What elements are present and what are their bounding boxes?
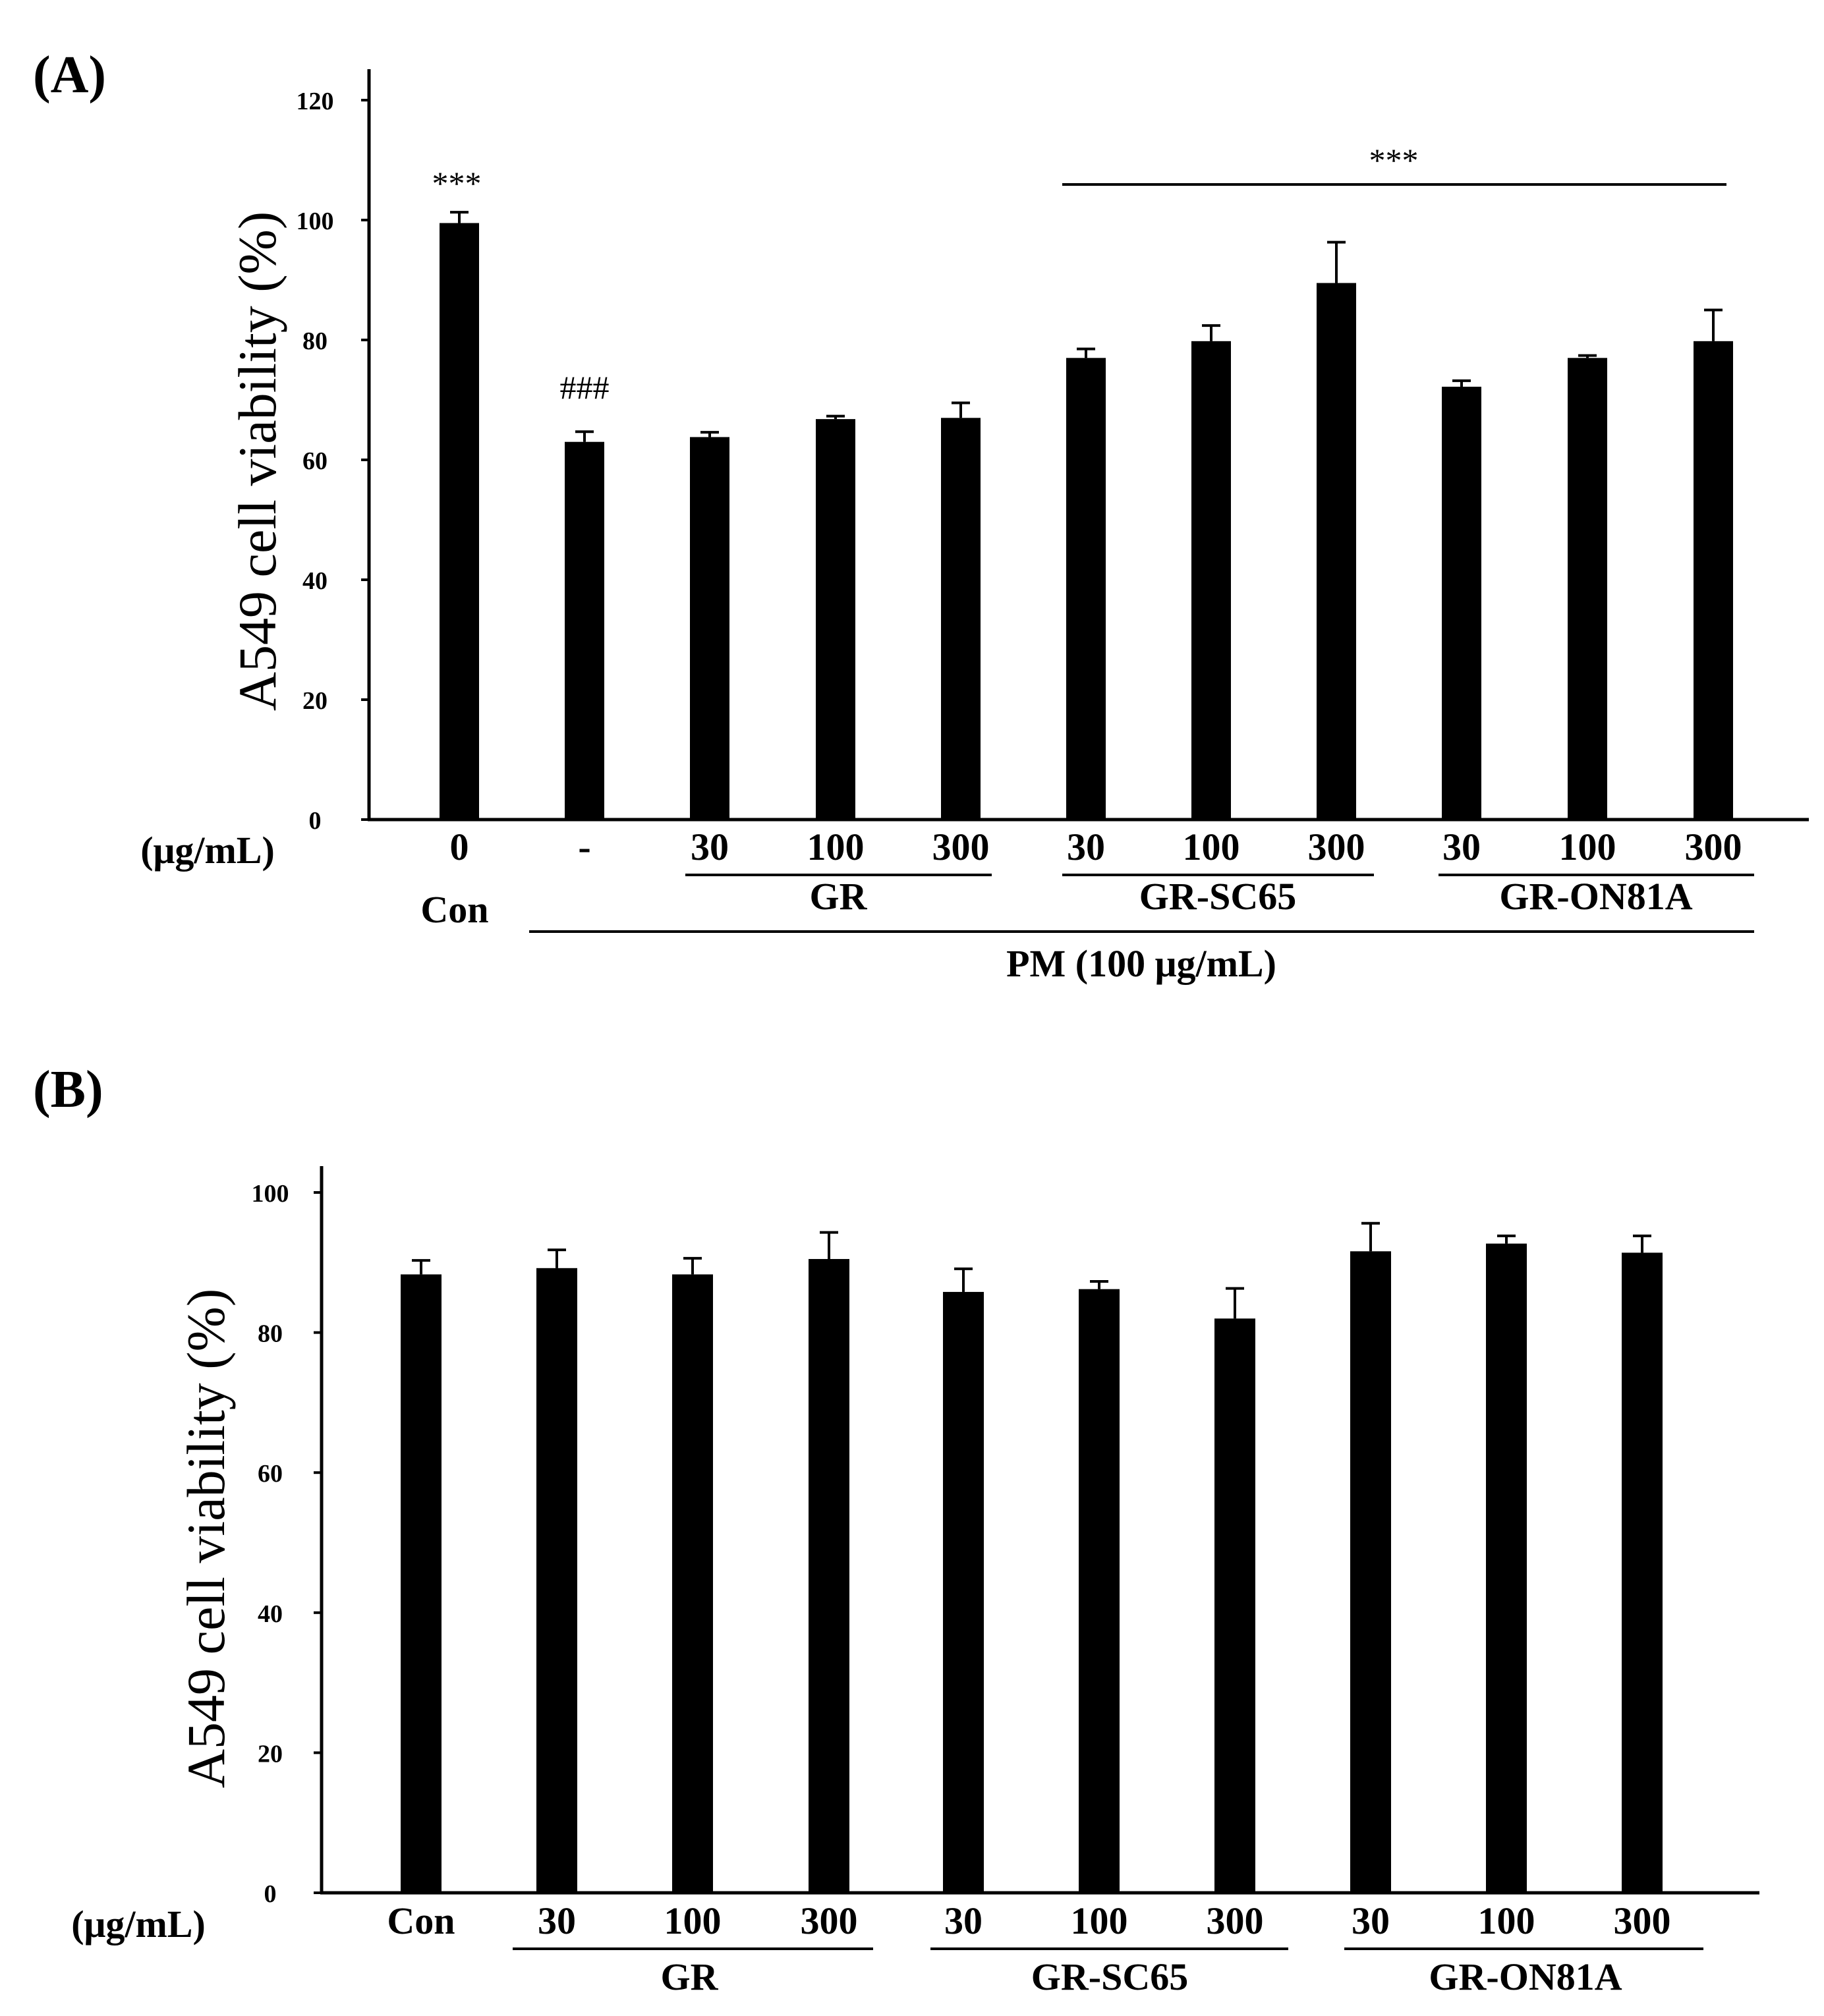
b-x-tick-label: 30 <box>1352 1899 1390 1942</box>
a-y-tick-label: 0 <box>309 807 322 835</box>
panel-b-y-axis-label: A549 cell viability (%) <box>176 1289 236 1788</box>
b-x-tick-label: 300 <box>801 1899 858 1942</box>
a-bar <box>1694 341 1733 820</box>
panel-b-error-bars <box>412 1221 1651 1319</box>
a-bar <box>565 441 604 820</box>
a-bar <box>1442 386 1481 820</box>
panel-a-error-bars <box>450 211 1723 442</box>
b-bar <box>1214 1318 1255 1893</box>
panel-a-group-label-gr-sc65: GR-SC65 <box>1139 875 1296 918</box>
a-bar <box>816 419 855 820</box>
panel-a-y-ticks: 0 20 40 60 80 100 120 <box>297 88 369 835</box>
panel-b-unit-label: (μg/mL) <box>71 1903 206 1946</box>
a-bar <box>1066 358 1106 820</box>
panel-a-label: (A) <box>33 46 106 104</box>
a-y-tick-label: 80 <box>302 327 328 355</box>
a-x-tick-label: 100 <box>1183 826 1240 868</box>
a-x-tick-label: 0 <box>450 826 469 868</box>
b-bar <box>1350 1251 1391 1893</box>
a-x-tick-label: - <box>578 826 590 868</box>
panel-a-group-significance: *** <box>1369 142 1419 179</box>
a-x-tick-label: 100 <box>807 826 865 868</box>
b-x-tick-label: 100 <box>1071 1899 1128 1942</box>
b-x-tick-label: 30 <box>944 1899 983 1942</box>
a-bar <box>941 418 981 820</box>
b-bar <box>943 1291 984 1893</box>
b-x-tick-label: 30 <box>538 1899 576 1942</box>
a-x-tick-label: 30 <box>1067 826 1105 868</box>
b-y-tick-label: 100 <box>252 1180 289 1208</box>
panel-b-x-tick-labels: Con 30 100 300 30 100 300 30 100 300 <box>387 1899 1670 1942</box>
panel-a-group-label-gr: GR <box>810 875 868 918</box>
panel-a-x-tick-labels: 0 - 30 100 300 30 100 300 30 100 300 <box>450 826 1742 868</box>
a-y-tick-label: 20 <box>302 687 328 715</box>
panel-a-bars <box>440 223 1733 820</box>
b-x-tick-label: 100 <box>664 1899 722 1942</box>
b-bar <box>809 1258 849 1893</box>
b-bar <box>536 1268 577 1893</box>
b-y-tick-label: 20 <box>258 1740 283 1768</box>
b-x-tick-label: Con <box>387 1899 455 1942</box>
a-x-tick-label: 100 <box>1559 826 1616 868</box>
b-x-tick-label: 100 <box>1478 1899 1535 1942</box>
b-y-tick-label: 60 <box>258 1460 283 1488</box>
b-bar <box>1622 1252 1663 1893</box>
panel-b: (B) A549 cell viability (%) 0 20 40 60 80 100… <box>33 1061 1759 1998</box>
a-y-tick-label: 40 <box>302 567 328 595</box>
b-bar <box>1079 1289 1120 1893</box>
panel-a-group-label-con: Con <box>420 888 488 931</box>
panel-a-con-significance: *** <box>432 165 482 202</box>
panel-a-unit-label: (μg/mL) <box>140 829 275 872</box>
panel-a-group-label-gr-on81a: GR-ON81A <box>1499 875 1692 918</box>
a-y-tick-label: 60 <box>302 447 328 475</box>
panel-a-y-axis-label: A549 cell viability (%) <box>227 211 287 711</box>
panel-b-bars <box>401 1243 1663 1893</box>
a-bar <box>1191 341 1231 820</box>
panel-a: (A) A549 cell viability (%) 0 20 40 60 80 100… <box>33 46 1809 985</box>
b-bar <box>401 1274 442 1893</box>
panel-b-group-label-gr: GR <box>661 1955 719 1998</box>
b-x-tick-label: 300 <box>1614 1899 1671 1942</box>
panel-b-group-label-gr-sc65: GR-SC65 <box>1031 1955 1188 1998</box>
b-x-tick-label: 300 <box>1207 1899 1264 1942</box>
b-bar <box>672 1274 713 1893</box>
a-bar <box>690 437 729 820</box>
a-x-tick-label: 300 <box>932 826 990 868</box>
b-y-tick-label: 40 <box>258 1600 283 1628</box>
a-x-tick-label: 300 <box>1685 826 1742 868</box>
a-bar <box>440 223 479 820</box>
a-bar <box>1568 358 1607 820</box>
b-bar <box>1486 1243 1527 1893</box>
a-x-tick-label: 30 <box>691 826 729 868</box>
a-bar <box>1317 283 1356 820</box>
a-x-tick-label: 30 <box>1442 826 1481 868</box>
a-y-tick-label: 120 <box>297 88 334 115</box>
b-y-tick-label: 0 <box>264 1880 277 1908</box>
panel-b-y-ticks: 0 20 40 60 80 100 <box>252 1180 322 1908</box>
b-y-tick-label: 80 <box>258 1320 283 1348</box>
panel-b-group-label-gr-on81a: GR-ON81A <box>1429 1955 1622 1998</box>
panel-a-treatment-label: PM (100 μg/mL) <box>1006 942 1276 985</box>
a-y-tick-label: 100 <box>297 208 334 235</box>
a-x-tick-label: 300 <box>1308 826 1365 868</box>
panel-b-label: (B) <box>33 1061 103 1119</box>
panel-a-pm-significance: ### <box>560 369 610 406</box>
